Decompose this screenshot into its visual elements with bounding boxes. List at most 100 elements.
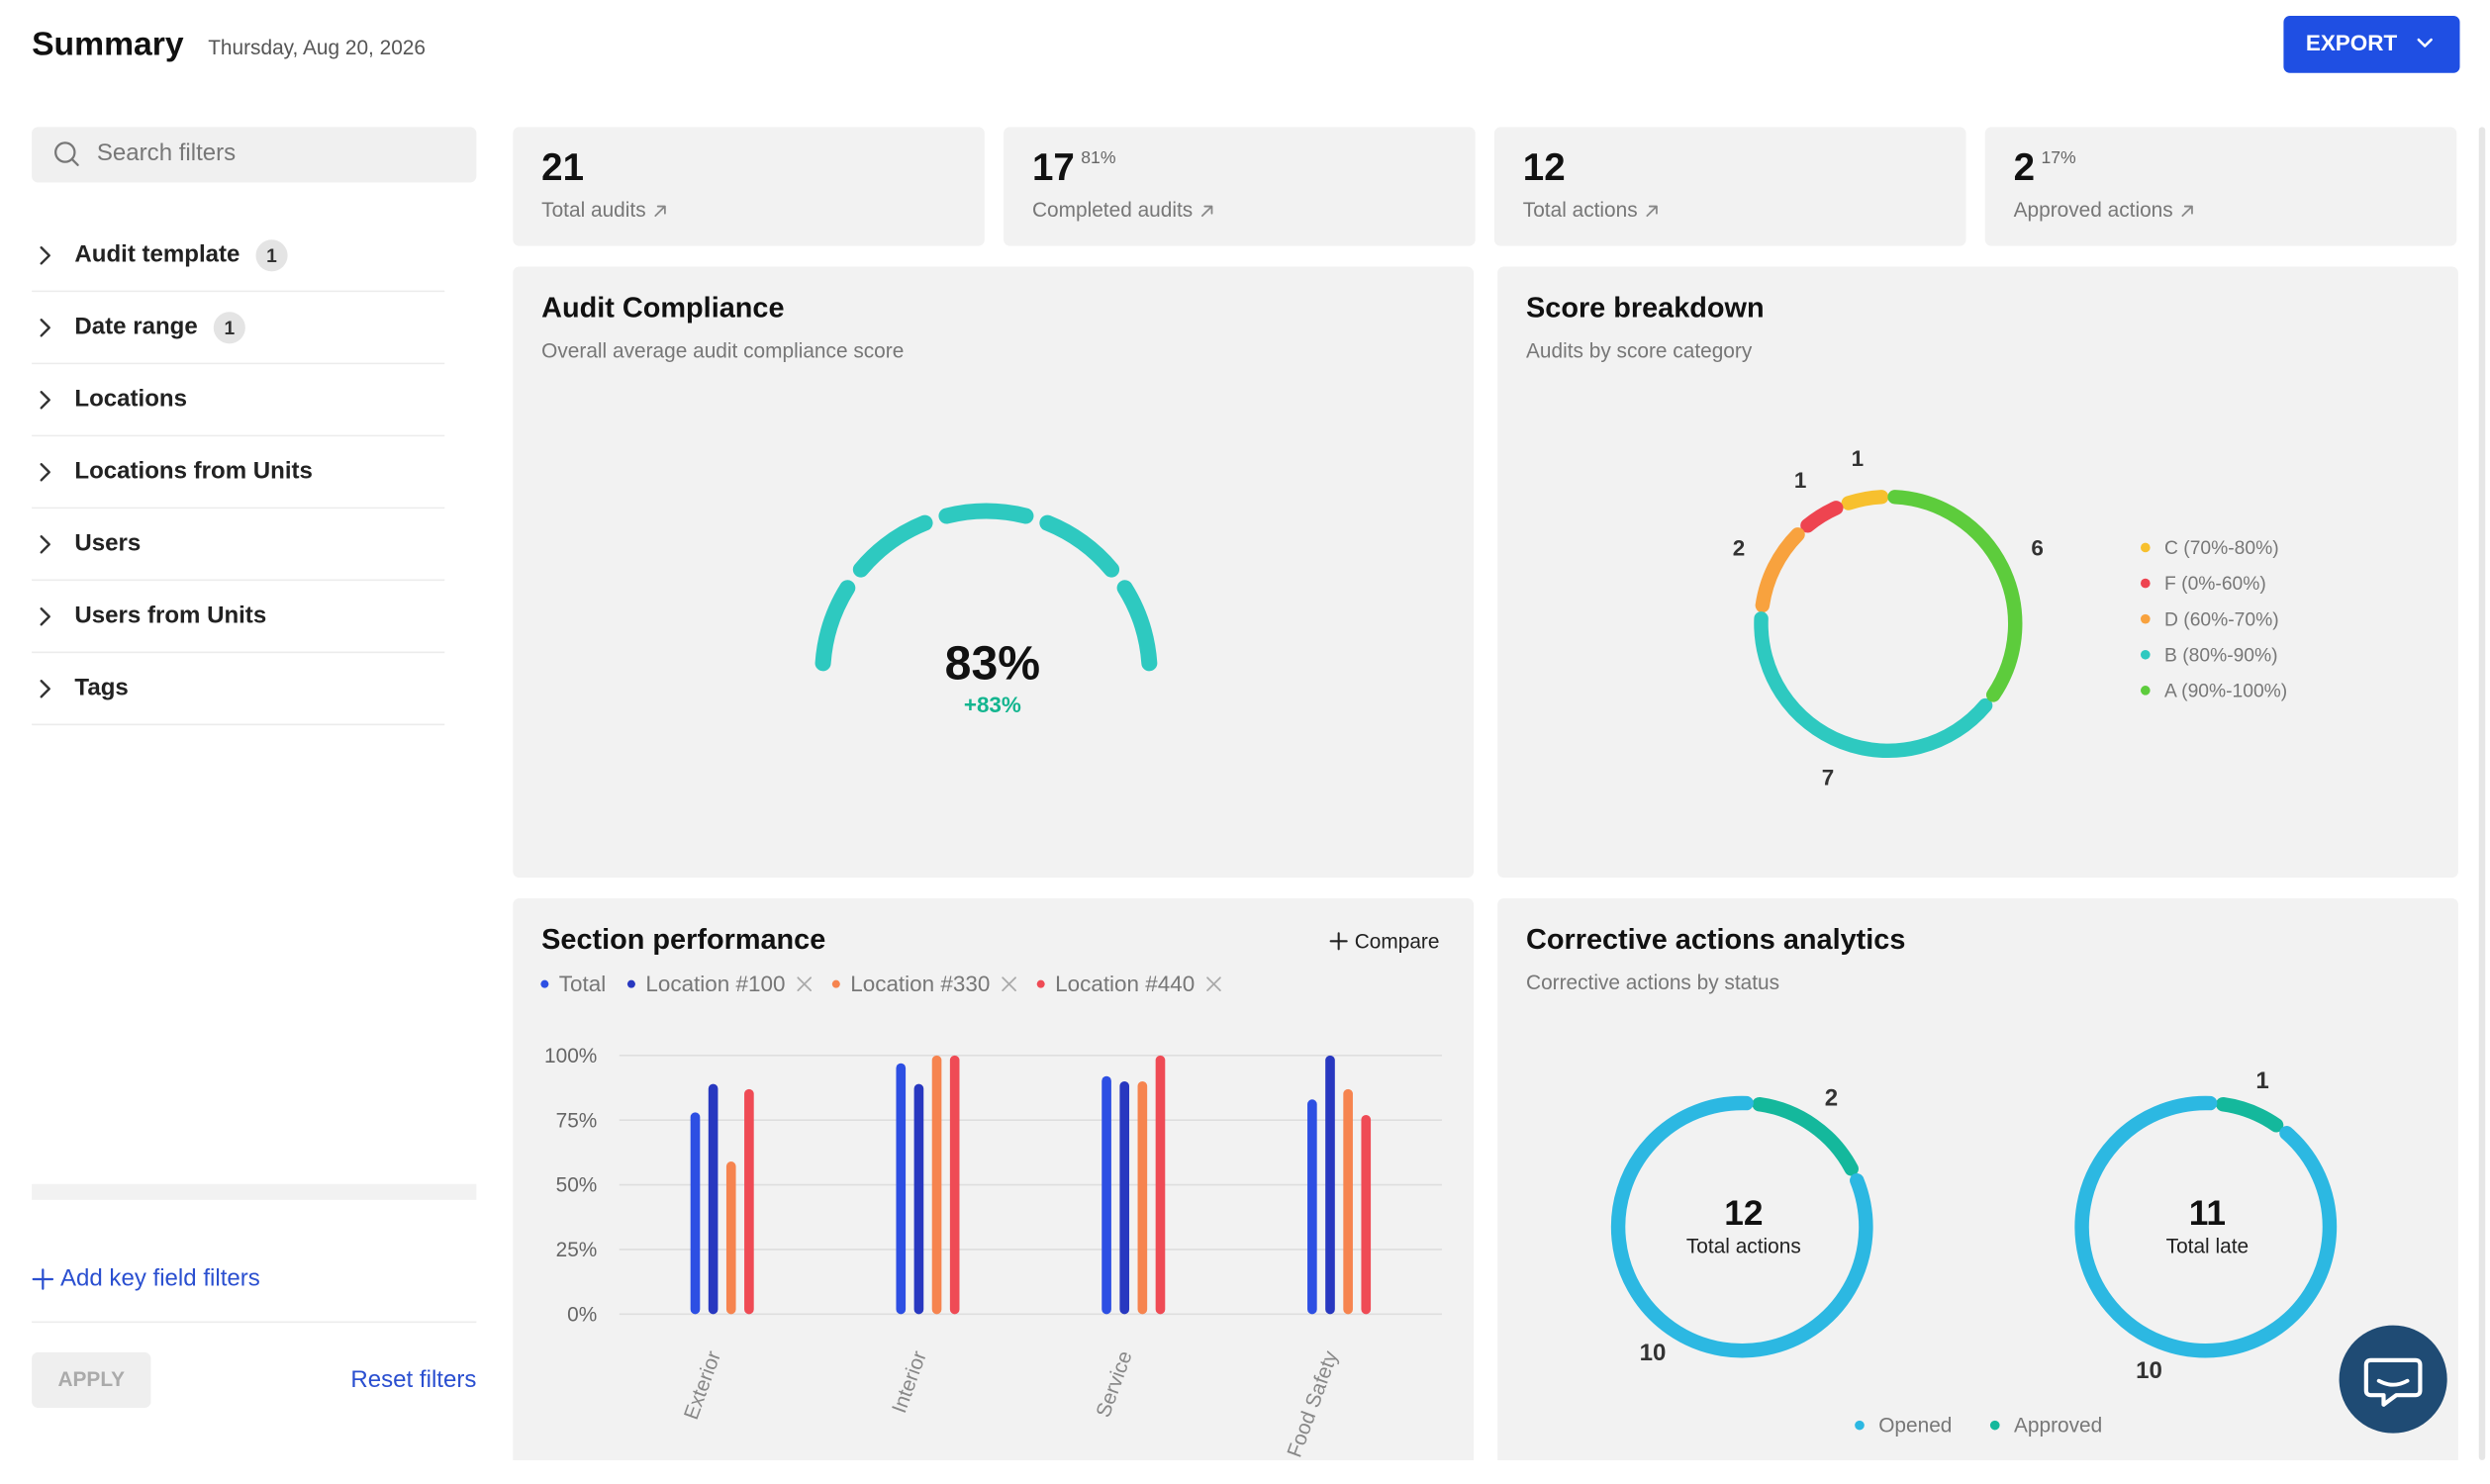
donut-label: 10 xyxy=(1640,1340,1667,1366)
y-tick-label: 50% xyxy=(556,1174,598,1197)
stat-card[interactable] xyxy=(1984,127,2457,246)
legend-dot xyxy=(2140,542,2151,553)
filter-chevron[interactable] xyxy=(40,246,50,265)
filter-label[interactable]: Tags xyxy=(74,675,128,701)
legend-label: Opened xyxy=(1878,1415,1952,1438)
stat-label[interactable]: Total audits xyxy=(541,199,645,222)
filter-chevron[interactable] xyxy=(40,391,50,410)
export-label[interactable]: EXPORT xyxy=(2306,31,2398,55)
stat-label[interactable]: Approved actions xyxy=(2014,199,2173,222)
legend-remove[interactable] xyxy=(1002,976,1016,991)
bar xyxy=(1155,1055,1166,1315)
legend-label: Total xyxy=(559,972,606,996)
legend-dot xyxy=(2140,649,2151,660)
reset-link[interactable]: Reset filters xyxy=(350,1366,476,1393)
scrollbar xyxy=(2478,127,2486,1460)
gauge-segment xyxy=(814,580,856,672)
donut-segment xyxy=(1800,501,1844,533)
stat-link-icon[interactable] xyxy=(654,205,666,218)
legend-dot xyxy=(2140,686,2151,696)
bar xyxy=(1137,1080,1148,1315)
chat-button[interactable] xyxy=(2339,1325,2447,1434)
gauge-segment xyxy=(1116,580,1158,672)
gauge-change: +83% xyxy=(964,693,1021,717)
filter-label[interactable]: Users from Units xyxy=(74,603,266,629)
legend-dot xyxy=(1989,1420,2000,1431)
page-title: Summary xyxy=(32,26,184,62)
panel-title: Corrective actions analytics xyxy=(1526,924,1905,956)
stat-card[interactable] xyxy=(1004,127,1476,246)
donut-segment xyxy=(1887,490,2023,702)
stat-label[interactable]: Total actions xyxy=(1523,199,1638,222)
stat-card[interactable] xyxy=(513,127,985,246)
stat-value: 17 xyxy=(1032,146,1075,189)
compare-button[interactable]: Compare xyxy=(1355,930,1440,953)
search-placeholder[interactable]: Search filters xyxy=(97,139,236,166)
stat-percent: 81% xyxy=(1081,147,1116,167)
filter-label[interactable]: Date range xyxy=(74,314,197,340)
add-filter-icon[interactable] xyxy=(32,1268,54,1290)
legend-remove[interactable] xyxy=(797,976,813,991)
legend-label: F (0%-60%) xyxy=(2164,574,2266,595)
y-tick-label: 25% xyxy=(556,1239,598,1261)
chat-icon-smile[interactable] xyxy=(2376,1378,2410,1387)
filter-label[interactable]: Locations xyxy=(74,386,187,413)
compare-icon[interactable] xyxy=(1329,932,1348,951)
stat-percent: 17% xyxy=(2041,147,2076,167)
donut-segment xyxy=(1610,1095,1873,1358)
filter-count-badge xyxy=(213,312,245,344)
bar xyxy=(725,1161,736,1315)
export-button[interactable] xyxy=(2283,16,2460,73)
donut-segment xyxy=(2074,1095,2338,1358)
search-box[interactable] xyxy=(32,127,477,183)
gauge-segment xyxy=(1039,514,1120,578)
filter-count: 1 xyxy=(224,319,235,339)
search-icon xyxy=(54,141,76,163)
donut-label: 2 xyxy=(1733,535,1746,560)
stat-link-icon[interactable] xyxy=(1200,205,1213,218)
legend-label: Location #100 xyxy=(645,972,785,996)
donut-label: 1 xyxy=(1852,446,1865,471)
legend-label: Approved xyxy=(2014,1415,2102,1438)
add-filter-link[interactable]: Add key field filters xyxy=(60,1264,260,1291)
filter-chevron[interactable] xyxy=(40,319,50,337)
chat-icon[interactable] xyxy=(2363,1357,2423,1407)
filter-label[interactable]: Users xyxy=(74,530,141,557)
filter-label[interactable]: Locations from Units xyxy=(74,458,313,485)
bar xyxy=(1343,1088,1353,1315)
legend-dot xyxy=(2140,578,2151,589)
apply-label[interactable]: APPLY xyxy=(57,1368,125,1391)
stat-link-icon[interactable] xyxy=(1646,205,1658,218)
filter-chevron[interactable] xyxy=(40,607,50,626)
stat-link-icon[interactable] xyxy=(2181,205,2193,218)
bar xyxy=(690,1112,701,1315)
donut-total: 11 xyxy=(2189,1194,2226,1233)
legend-dot xyxy=(2140,613,2151,624)
filter-label[interactable]: Audit template xyxy=(74,241,239,268)
filter-chevron[interactable] xyxy=(40,463,50,482)
page-date: Thursday, Aug 20, 2026 xyxy=(208,37,426,59)
stat-label[interactable]: Completed audits xyxy=(1032,199,1193,222)
gauge-value: 83% xyxy=(945,637,1040,691)
legend-label: D (60%-70%) xyxy=(2164,609,2279,630)
panel-title: Score breakdown xyxy=(1526,292,1765,324)
donut-segment xyxy=(1752,1096,1859,1176)
stat-card[interactable] xyxy=(1493,127,1966,246)
bar xyxy=(1361,1114,1372,1315)
bar xyxy=(896,1063,907,1315)
panel-subtitle: Audits by score category xyxy=(1526,340,1753,363)
donut-label: 2 xyxy=(1825,1085,1838,1112)
filter-chevron[interactable] xyxy=(40,680,50,698)
legend-remove[interactable] xyxy=(1206,976,1221,991)
filter-chevron[interactable] xyxy=(40,535,50,554)
export-chevron[interactable] xyxy=(2417,38,2433,47)
gauge-segment xyxy=(852,514,933,578)
donut-label: 6 xyxy=(2031,535,2044,560)
bar xyxy=(708,1083,718,1315)
bar xyxy=(913,1083,924,1315)
stat-value: 12 xyxy=(1523,146,1566,189)
apply-button[interactable] xyxy=(32,1351,151,1408)
legend-dot xyxy=(626,979,635,988)
